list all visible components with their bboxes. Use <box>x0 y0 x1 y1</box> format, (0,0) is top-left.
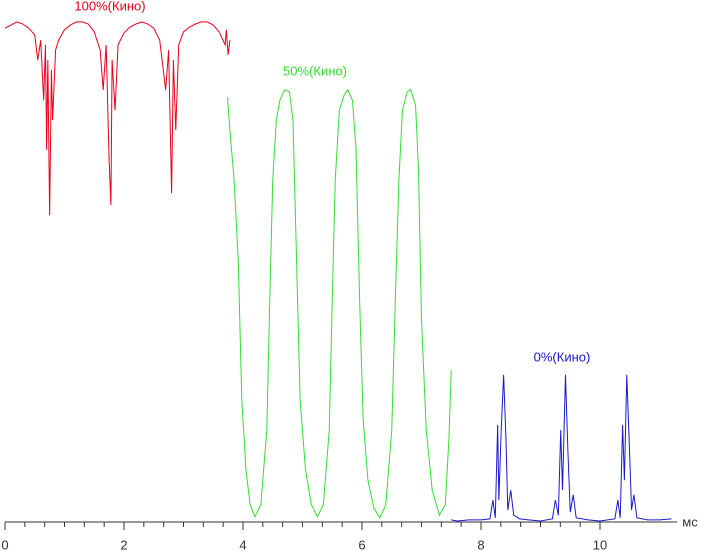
x-tick-label: 2 <box>120 537 127 551</box>
series-label: 100%(Кино) <box>74 0 145 13</box>
series-label: 0%(Кино) <box>534 349 591 364</box>
series-line <box>451 374 672 522</box>
x-axis-label: мс <box>682 514 698 529</box>
series-line <box>4 21 231 216</box>
series-label: 50%(Кино) <box>283 63 347 78</box>
x-tick-label: 10 <box>593 537 607 551</box>
series-line <box>227 88 452 519</box>
x-tick-label: 8 <box>477 537 484 551</box>
x-tick-label: 6 <box>358 537 365 551</box>
x-tick-label: 0 <box>1 537 8 551</box>
x-tick-label: 4 <box>239 537 246 551</box>
